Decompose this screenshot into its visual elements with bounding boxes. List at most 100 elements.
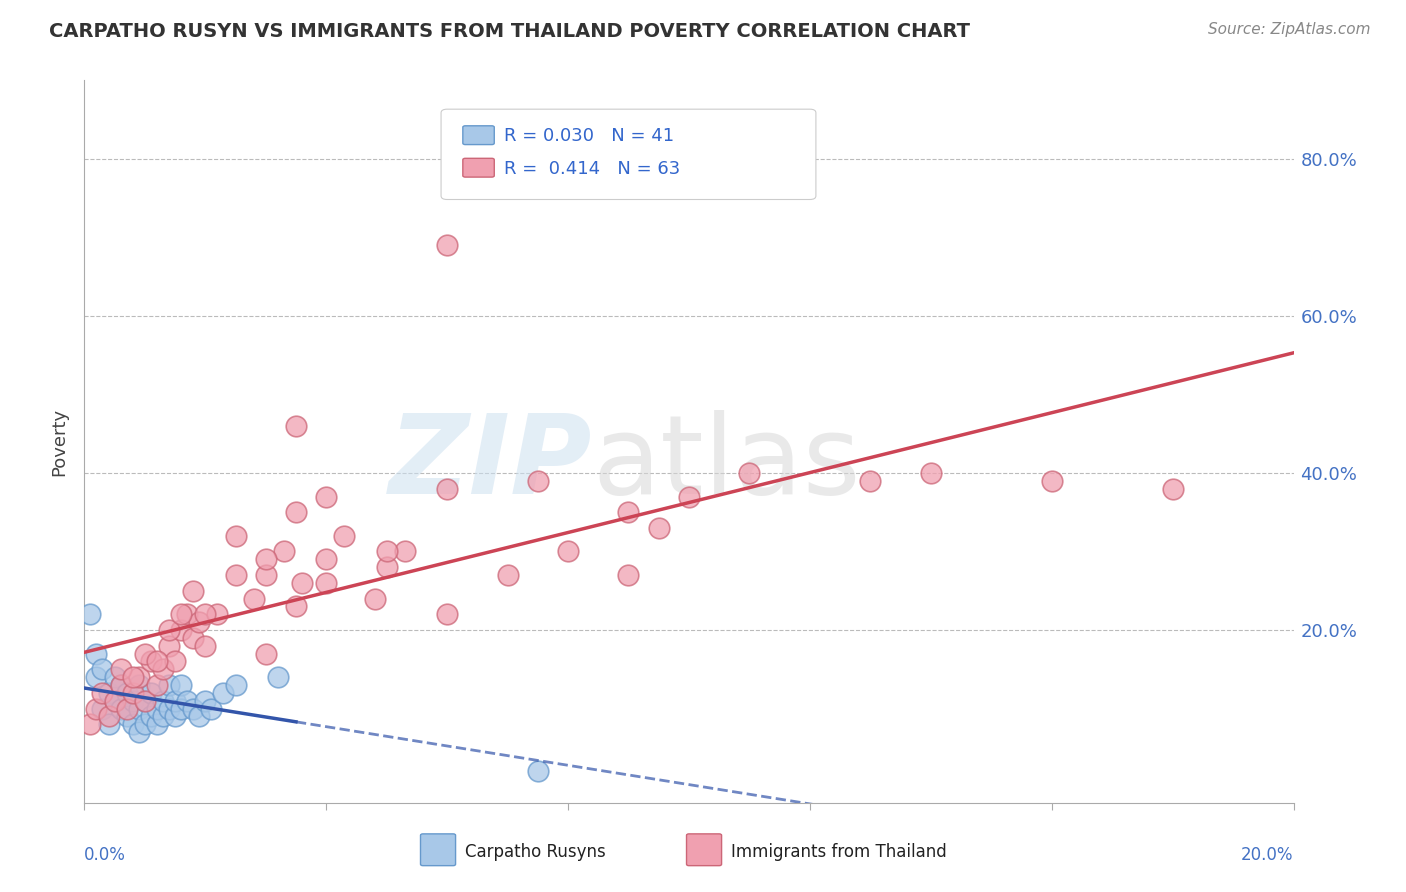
Point xyxy=(267,670,290,684)
Point xyxy=(134,694,156,708)
Point xyxy=(110,662,132,676)
Point xyxy=(242,591,264,606)
Point xyxy=(920,466,942,480)
Point xyxy=(134,717,156,731)
Text: Immigrants from Thailand: Immigrants from Thailand xyxy=(731,843,948,861)
Point xyxy=(97,686,120,700)
Point xyxy=(315,490,337,504)
Point xyxy=(110,678,132,692)
Text: Carpatho Rusyns: Carpatho Rusyns xyxy=(465,843,606,861)
Point xyxy=(157,701,180,715)
Point xyxy=(194,607,217,622)
Point xyxy=(285,418,308,433)
Point xyxy=(1040,474,1063,488)
Point xyxy=(254,552,277,566)
Point xyxy=(254,647,277,661)
Point xyxy=(496,568,519,582)
Point xyxy=(91,662,114,676)
Point xyxy=(333,529,356,543)
Point xyxy=(527,764,550,779)
Point xyxy=(363,591,385,606)
Point xyxy=(128,701,150,715)
Text: 0.0%: 0.0% xyxy=(84,847,127,864)
Point xyxy=(115,701,138,715)
Point xyxy=(200,701,222,715)
Point xyxy=(557,544,579,558)
Point xyxy=(146,678,169,692)
Point xyxy=(176,694,198,708)
Point xyxy=(212,686,235,700)
Point xyxy=(157,623,180,637)
Point xyxy=(121,717,143,731)
Point xyxy=(128,725,150,739)
Point xyxy=(134,647,156,661)
Point xyxy=(128,670,150,684)
Point xyxy=(170,701,193,715)
FancyBboxPatch shape xyxy=(463,126,495,145)
Point xyxy=(152,694,174,708)
Text: Source: ZipAtlas.com: Source: ZipAtlas.com xyxy=(1208,22,1371,37)
Point xyxy=(110,678,132,692)
Point xyxy=(194,639,217,653)
Point xyxy=(170,607,193,622)
Point xyxy=(146,655,169,669)
Point xyxy=(91,686,114,700)
Point xyxy=(436,238,458,252)
Point xyxy=(225,529,247,543)
Text: ZIP: ZIP xyxy=(388,409,592,516)
Point xyxy=(115,686,138,700)
Point xyxy=(139,709,162,723)
Point xyxy=(79,607,101,622)
Point xyxy=(181,701,204,715)
Point xyxy=(157,678,180,692)
Text: CARPATHO RUSYN VS IMMIGRANTS FROM THAILAND POVERTY CORRELATION CHART: CARPATHO RUSYN VS IMMIGRANTS FROM THAILA… xyxy=(49,22,970,41)
Point xyxy=(375,560,398,574)
Point xyxy=(436,482,458,496)
Text: R = 0.030   N = 41: R = 0.030 N = 41 xyxy=(503,128,673,145)
Point xyxy=(79,717,101,731)
Point xyxy=(152,709,174,723)
Point xyxy=(285,505,308,519)
Text: R =  0.414   N = 63: R = 0.414 N = 63 xyxy=(503,160,681,178)
Point xyxy=(115,709,138,723)
FancyBboxPatch shape xyxy=(420,834,456,865)
Point xyxy=(134,694,156,708)
Point xyxy=(104,694,127,708)
Point xyxy=(165,655,187,669)
Point xyxy=(128,678,150,692)
Point xyxy=(678,490,700,504)
Point xyxy=(110,701,132,715)
Point xyxy=(188,615,211,630)
Point xyxy=(97,717,120,731)
Point xyxy=(176,607,198,622)
Point xyxy=(648,521,671,535)
Point xyxy=(86,670,108,684)
Point xyxy=(152,662,174,676)
FancyBboxPatch shape xyxy=(686,834,721,865)
Point xyxy=(146,701,169,715)
Point xyxy=(291,575,314,590)
Point xyxy=(738,466,761,480)
Point xyxy=(139,686,162,700)
Y-axis label: Poverty: Poverty xyxy=(51,408,69,475)
Point xyxy=(859,474,882,488)
Point xyxy=(157,639,180,653)
Point xyxy=(165,694,187,708)
Point xyxy=(375,544,398,558)
FancyBboxPatch shape xyxy=(441,109,815,200)
FancyBboxPatch shape xyxy=(463,158,495,178)
Point xyxy=(225,568,247,582)
Point xyxy=(207,607,229,622)
Point xyxy=(97,709,120,723)
Point xyxy=(86,701,108,715)
Point xyxy=(315,552,337,566)
Point xyxy=(165,709,187,723)
Point xyxy=(225,678,247,692)
Point xyxy=(617,505,640,519)
Text: atlas: atlas xyxy=(592,409,860,516)
Point xyxy=(104,694,127,708)
Point xyxy=(188,709,211,723)
Point xyxy=(139,655,162,669)
Point xyxy=(285,599,308,614)
Point xyxy=(273,544,295,558)
